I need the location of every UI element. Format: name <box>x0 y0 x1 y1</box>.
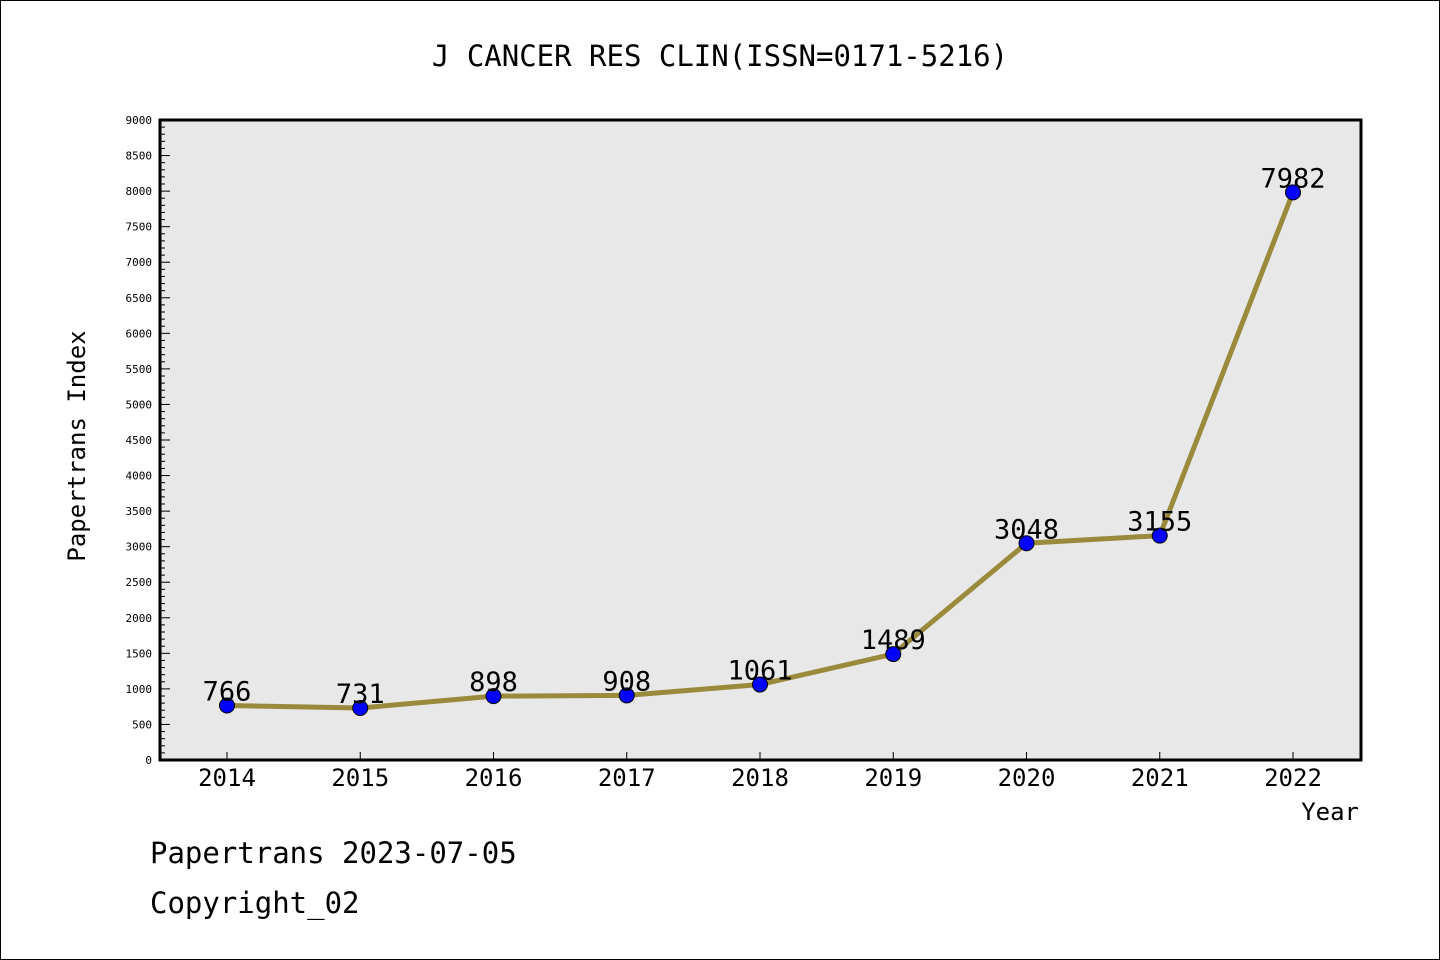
data-point <box>485 688 502 705</box>
y-tick-label: 1500 <box>126 647 153 660</box>
data-markers <box>219 184 1301 717</box>
x-axis-label: Year <box>1301 798 1359 826</box>
x-tick-label: 2015 <box>331 764 389 792</box>
data-point <box>1285 184 1301 201</box>
y-tick-label: 8000 <box>126 185 153 198</box>
y-tick-label: 5500 <box>126 363 153 376</box>
data-label: 7982 <box>1260 163 1325 194</box>
y-tick-label: 5000 <box>126 398 153 411</box>
y-tick-label: 7500 <box>126 221 153 234</box>
data-label: 3155 <box>1127 507 1192 538</box>
y-minor-ticks <box>160 119 170 761</box>
data-label: 1061 <box>727 656 792 687</box>
y-tick-label: 9000 <box>126 114 153 127</box>
y-tick-label: 7000 <box>126 256 153 269</box>
x-tick-label: 2016 <box>465 764 523 792</box>
y-tick-label: 0 <box>145 754 152 767</box>
y-axis-label: Papertrans Index <box>63 330 91 561</box>
data-point <box>352 700 369 717</box>
data-label: 908 <box>602 666 651 697</box>
y-tick-label: 4500 <box>126 434 153 447</box>
data-label: 1489 <box>861 625 926 656</box>
y-tick-label: 6500 <box>126 292 153 305</box>
y-tick-label: 500 <box>132 718 152 731</box>
data-label: 731 <box>336 679 385 710</box>
plot-area <box>158 118 1363 762</box>
y-tick-label: 3000 <box>126 541 153 554</box>
x-tick-label: 2014 <box>198 764 256 792</box>
data-label: 3048 <box>994 514 1059 545</box>
data-point <box>1018 535 1035 552</box>
data-point <box>885 646 902 663</box>
x-axis: 2014 2015 2016 2017 2018 2019 2020 2021 2022 <box>198 752 1322 792</box>
y-tick-label: 2500 <box>126 576 153 589</box>
data-labels: 766 731 898 908 1061 1489 3048 3155 7982 <box>203 163 1326 710</box>
footer-date: Papertrans 2023-07-05 <box>150 836 517 870</box>
x-tick-label: 2017 <box>598 764 656 792</box>
data-point <box>219 697 235 714</box>
y-tick-label: 8500 <box>126 150 153 163</box>
footer-copyright: Copyright_02 <box>150 886 360 920</box>
y-tick-label: 1000 <box>126 683 153 696</box>
x-tick-label: 2020 <box>998 764 1056 792</box>
y-tick-label: 3500 <box>126 505 153 518</box>
y-tick-label: 2000 <box>126 612 153 625</box>
y-tick-label: 6000 <box>126 327 153 340</box>
x-tick-label: 2019 <box>864 764 922 792</box>
data-point <box>752 676 768 693</box>
y-tick-label: 4000 <box>126 470 153 483</box>
y-axis: 0 500 1000 1500 2000 2500 3000 3500 4000 4500 5000… <box>126 114 153 767</box>
x-tick-label: 2022 <box>1264 764 1322 792</box>
data-label: 898 <box>469 667 518 698</box>
x-tick-label: 2021 <box>1131 764 1189 792</box>
chart-title: J CANCER RES CLIN(ISSN=0171-5216) <box>432 39 1008 73</box>
data-point <box>1151 527 1168 544</box>
x-tick-label: 2018 <box>731 764 789 792</box>
data-point <box>618 687 635 704</box>
data-label: 766 <box>203 677 252 708</box>
